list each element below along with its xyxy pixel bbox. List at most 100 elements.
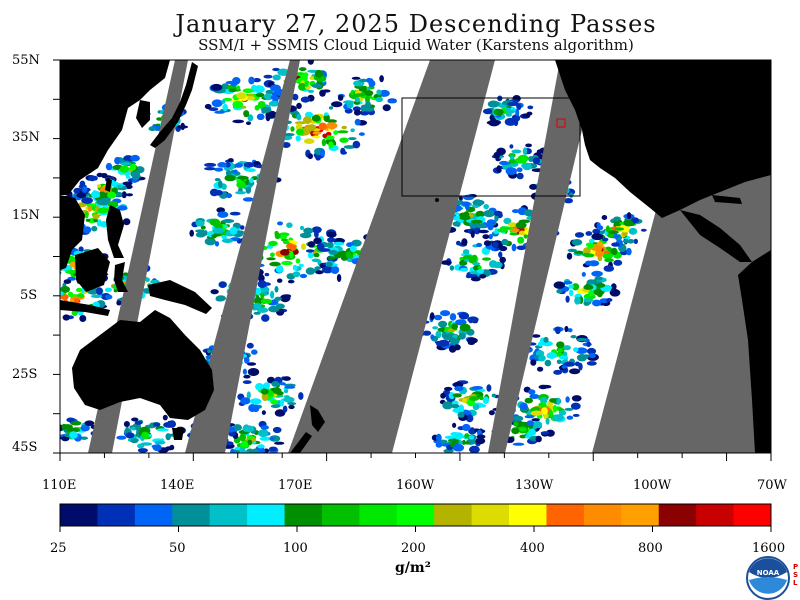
- cloud-cell: [359, 110, 370, 116]
- cloud-cell: [601, 215, 608, 220]
- cloud-cell: [73, 297, 80, 304]
- cloud-cell: [314, 230, 319, 238]
- cloud-cell: [153, 422, 161, 427]
- cloud-cell: [511, 149, 522, 154]
- colorbar-segment: [247, 504, 286, 526]
- cloud-cell: [96, 287, 103, 295]
- cloud-cell: [564, 407, 574, 411]
- cloud-cell: [453, 432, 464, 440]
- cloud-cell: [292, 264, 298, 271]
- cloud-cell: [507, 222, 518, 228]
- cloud-cell: [265, 113, 271, 122]
- cloud-cell: [464, 258, 469, 262]
- cloud-cell: [212, 227, 225, 234]
- cloud-cell: [583, 253, 595, 258]
- cloud-cell: [322, 89, 331, 93]
- cloud-cell: [510, 228, 520, 233]
- cloud-cell: [438, 339, 450, 347]
- cloud-cell: [270, 399, 278, 405]
- cloud-cell: [213, 189, 223, 196]
- cloud-cell: [130, 438, 139, 444]
- cloud-cell: [486, 120, 496, 125]
- cloud-cell: [583, 298, 594, 303]
- cloud-cell: [574, 250, 584, 255]
- cloud-cell: [516, 245, 527, 251]
- cloud-cell: [530, 410, 543, 416]
- cloud-cell: [628, 227, 638, 235]
- cloud-cell: [298, 392, 304, 400]
- cloud-cell: [207, 349, 212, 354]
- cloud-cell: [311, 135, 321, 139]
- cloud-cell: [285, 397, 290, 402]
- cloud-cell: [603, 250, 610, 254]
- cloud-cell: [600, 230, 605, 235]
- axis-ticks: [53, 59, 772, 461]
- cloud-cell: [556, 397, 561, 405]
- cloud-cell: [318, 248, 331, 252]
- colorbar-segment: [209, 504, 248, 526]
- cloud-cell: [320, 149, 325, 157]
- land-australia: [72, 310, 214, 420]
- colorbar-segment: [396, 504, 435, 526]
- cloud-cell: [307, 153, 313, 160]
- cloud-cell: [307, 124, 316, 132]
- cloud-cell: [499, 245, 508, 252]
- cloud-cell: [566, 415, 574, 420]
- cloud-cell: [107, 191, 117, 199]
- cloud-cell: [479, 274, 487, 279]
- cloud-cell: [242, 368, 247, 375]
- cloud-cell: [570, 335, 577, 339]
- cloud-cell: [132, 54, 141, 58]
- cloud-cell: [449, 313, 457, 321]
- cloud-cell: [540, 431, 550, 435]
- psl-logo-text: P S L: [793, 563, 799, 587]
- cloud-cell: [314, 69, 323, 78]
- cloud-cell: [134, 420, 143, 425]
- cloud-cell: [274, 441, 285, 445]
- cloud-cell: [97, 220, 102, 226]
- cloud-cell: [522, 147, 528, 155]
- cloud-cell: [298, 83, 307, 91]
- cloud-cell: [268, 446, 278, 452]
- cloud-cell: [296, 128, 304, 136]
- cloud-cell: [247, 439, 253, 446]
- cloud-cell: [218, 281, 227, 288]
- cloud-cell: [121, 191, 127, 199]
- cloud-cell: [358, 78, 368, 83]
- cloud-cell: [46, 301, 55, 308]
- cloud-cell: [259, 436, 271, 441]
- cloud-cell: [168, 420, 176, 428]
- cloud-cell: [268, 240, 278, 247]
- cloud-cell: [477, 266, 482, 269]
- cloud-cell: [548, 352, 555, 357]
- cloud-cell: [466, 337, 478, 344]
- cloud-cell: [326, 262, 333, 267]
- cloud-cell: [69, 261, 78, 268]
- cloud-cell: [561, 365, 568, 369]
- cloud-cell: [593, 245, 603, 253]
- cloud-cell: [571, 395, 582, 402]
- cloud-cell: [529, 394, 540, 399]
- cloud-cell: [270, 252, 275, 258]
- cloud-cell: [236, 85, 241, 91]
- map-subtitle: SSM/I + SSMIS Cloud Liquid Water (Karste…: [198, 36, 634, 54]
- cloud-cell: [113, 288, 118, 293]
- cloud-cell: [532, 157, 541, 165]
- cloud-cell: [509, 144, 514, 149]
- cloud-cell: [260, 388, 269, 395]
- cloud-cell: [563, 280, 573, 285]
- cloud-cell: [90, 294, 103, 298]
- cloud-cell: [496, 147, 506, 156]
- cloud-cell: [459, 323, 471, 332]
- cloud-cell: [351, 76, 361, 80]
- cloud-cell: [537, 366, 544, 372]
- cloud-cell: [169, 444, 175, 451]
- cloud-cell: [441, 331, 448, 339]
- cloud-cell: [68, 427, 81, 433]
- cloud-cell: [333, 130, 339, 135]
- cloud-cell: [189, 229, 194, 237]
- cloud-cell: [626, 247, 632, 256]
- cloud-cell: [225, 80, 237, 85]
- cloud-cell: [451, 441, 459, 445]
- cloud-cell: [570, 402, 581, 410]
